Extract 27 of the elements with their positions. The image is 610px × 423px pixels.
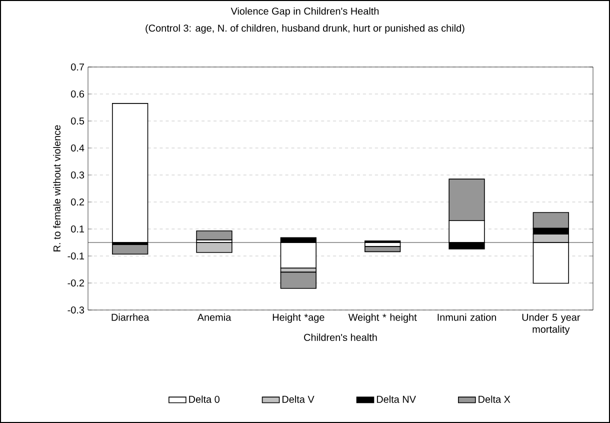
x-axis-title: Children's health bbox=[304, 334, 377, 341]
y-tick-label: 0.1 bbox=[71, 225, 84, 233]
x-tick-label: Weight * height bbox=[348, 314, 417, 323]
legend-label: Delta 0 bbox=[189, 396, 220, 403]
x-tick-label: Under 5 year mortality bbox=[522, 314, 580, 335]
x-tick-label: Inmuni zation bbox=[438, 314, 496, 321]
y-tick-label: -0.1 bbox=[68, 252, 84, 260]
x-tick-label: Height *age bbox=[272, 314, 324, 323]
y-tick-label: -0.3 bbox=[68, 306, 84, 314]
y-tick-label: -0.2 bbox=[68, 279, 84, 287]
y-tick-label: 0.6 bbox=[71, 90, 84, 98]
y-axis-title: R. to female without violence bbox=[53, 125, 60, 252]
x-tick-label: Anemia bbox=[197, 314, 232, 321]
y-tick-label: 0.5 bbox=[71, 117, 84, 125]
bar bbox=[364, 246, 401, 252]
chart-title: Violence Gap in Children's Health bbox=[230, 7, 379, 17]
bar bbox=[196, 230, 232, 240]
x-tick-label: Diarrhea bbox=[112, 314, 150, 321]
bar bbox=[280, 272, 316, 289]
y-tick-label: 0.3 bbox=[71, 171, 84, 179]
chart-subtitle: (Control 3: age, N. of children, husband drunk, hurt or punished as child) bbox=[146, 24, 464, 34]
y-tick-label: 0.2 bbox=[71, 198, 84, 206]
y-tick-label: 0.4 bbox=[71, 144, 84, 152]
legend-label: Delta NV bbox=[376, 396, 416, 403]
legend-label: Delta V bbox=[282, 396, 314, 403]
legend-label: Delta X bbox=[478, 396, 510, 403]
y-tick-label: 0.7 bbox=[71, 63, 84, 71]
